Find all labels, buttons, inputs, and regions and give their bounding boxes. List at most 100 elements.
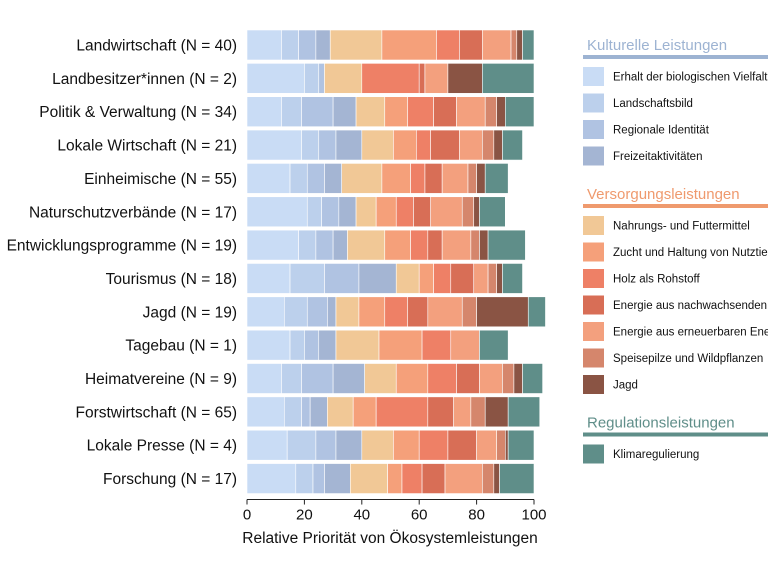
bar-segment (479, 196, 506, 228)
category-label: Einheimische (N = 55) (84, 171, 237, 188)
bar-segment (350, 463, 388, 494)
legend-swatch (583, 67, 604, 86)
bar-segment (329, 29, 383, 61)
bar-segment (418, 263, 434, 294)
bar-segment (393, 429, 420, 461)
bar-segment (246, 96, 282, 127)
category-label: Tagebau (N = 1) (125, 338, 237, 355)
legend-label: Erhalt der biologischen Vielfalt (613, 72, 768, 84)
bar-segment (246, 29, 282, 61)
bar-segment (424, 63, 449, 94)
bar-segment (306, 196, 322, 228)
bar-segment (306, 163, 325, 194)
bar-row (246, 29, 535, 61)
bar-segment (338, 196, 357, 228)
legend-item: Erhalt der biologischen Vielfalt (583, 67, 768, 86)
bar-segment (504, 96, 535, 127)
legend-swatch (583, 295, 604, 315)
bar-segment (304, 329, 320, 361)
category-label: Landwirtschaft (N = 40) (76, 38, 237, 55)
bar-segment (335, 129, 363, 161)
legend-label: Energie aus erneuerbaren Energien (613, 327, 768, 339)
legend-item: Holz als Rohstoff (583, 269, 701, 288)
bar-row (246, 296, 546, 328)
bar-segment (507, 429, 535, 461)
bar-segment (393, 129, 417, 161)
bar-segment (246, 329, 291, 361)
bar-segment (246, 429, 288, 461)
bar-segment (507, 396, 541, 428)
bar-segment (487, 263, 497, 294)
bar-segment (418, 429, 449, 461)
bar-segment (381, 163, 411, 194)
bar-segment (441, 163, 469, 194)
bar-segment (401, 463, 423, 494)
bar-segment (482, 29, 512, 61)
bar-segment (315, 429, 337, 461)
bar-segment (341, 163, 383, 194)
bar-segment (324, 463, 351, 494)
bar-segment (246, 363, 282, 394)
bar-segment (284, 396, 302, 428)
bar-segment (301, 129, 320, 161)
bar-segment (410, 229, 429, 261)
bar-segment (484, 163, 509, 194)
bar-segment (459, 29, 483, 61)
legend-label: Regionale Identität (613, 125, 710, 137)
bar-segment (321, 196, 340, 228)
bar-segment (289, 263, 325, 294)
bar-segment (470, 229, 480, 261)
bar-segment (318, 63, 325, 94)
bar-segment (482, 129, 495, 161)
category-label: Forstwirtschaft (N = 65) (76, 404, 238, 421)
bar-segment (493, 129, 503, 161)
bar-segment (324, 63, 363, 94)
bar-segment (444, 463, 483, 494)
legend-item: Klimaregulierung (583, 444, 699, 464)
category-label: Politik & Verwaltung (N = 34) (39, 104, 237, 121)
bar-segment (352, 396, 377, 428)
legend-swatch (583, 444, 604, 464)
bar-segment (332, 363, 365, 394)
bar-segment (395, 263, 420, 294)
bar-segment (246, 463, 297, 494)
bar-segment (298, 229, 317, 261)
bar-segment (473, 196, 480, 228)
bar-segment (395, 363, 429, 394)
bar-segment (315, 29, 331, 61)
legend: Kulturelle Leistungen Erhalt der biologis… (583, 37, 768, 464)
bar-segment (502, 263, 523, 294)
legend-swatch (583, 242, 604, 262)
bar-segment (496, 429, 506, 461)
bar-row (246, 263, 523, 294)
bar-segment (407, 96, 434, 127)
legend-swatch (583, 146, 604, 166)
bar-row (246, 463, 535, 494)
x-axis: 0 20 40 60 80 100 (243, 499, 547, 524)
bar-segment (479, 229, 489, 261)
legend-item: Nahrungs- und Futtermittel (583, 216, 750, 235)
bar-segment (335, 296, 360, 328)
bar-segment (364, 363, 397, 394)
bar-segment (510, 29, 518, 61)
bar-segment (504, 429, 509, 461)
bar-segment (246, 296, 285, 328)
bar-row (246, 429, 535, 461)
bar-segment (470, 396, 486, 428)
legend-item: Energie aus nachwachsenden Rohstoffen (583, 295, 768, 315)
bar-row (246, 363, 543, 394)
bar-segment (332, 96, 357, 127)
legend-swatch (583, 120, 604, 139)
bar-segment (502, 129, 523, 161)
bar-segment (410, 163, 426, 194)
legend-swatch (583, 348, 604, 368)
bar-segment (441, 229, 472, 261)
category-label: Landbesitzer*innen (N = 2) (52, 71, 237, 88)
x-axis-title: Relative Priorität von Ökosystemleistung… (242, 529, 538, 547)
bar-segment (421, 329, 452, 361)
legend-group-title: Versorgungsleistungen (587, 186, 740, 203)
bar-segment (289, 329, 305, 361)
bar-segment (447, 63, 483, 94)
bar-row (246, 129, 523, 161)
bar-segment (513, 363, 523, 394)
